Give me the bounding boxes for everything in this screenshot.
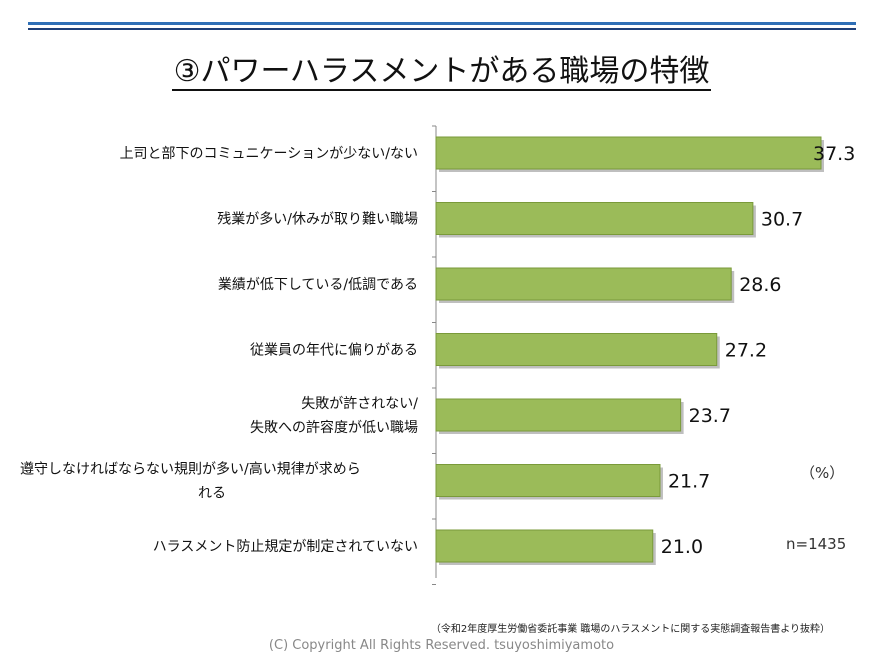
bar-value-label: 21.0 (661, 536, 703, 558)
header-rule-bottom (28, 28, 856, 30)
bar-value-label: 28.6 (739, 274, 781, 296)
bar-value-label: 30.7 (761, 209, 803, 231)
category-label: 失敗への許容度が低い職場 (250, 419, 418, 436)
bar-7 (435, 529, 654, 563)
bar-value-label: 23.7 (689, 405, 731, 427)
unit-label: （%） (800, 464, 845, 482)
bar-5 (435, 398, 682, 432)
header-rule-top (28, 22, 856, 25)
bar-1 (435, 136, 822, 170)
copyright-notice: (C) Copyright All Rights Reserved. tsuyo… (268, 638, 615, 653)
category-label: 残業が多い/休みが取り難い職場 (217, 211, 418, 228)
category-label: れる (198, 486, 226, 502)
page-title: ③パワーハラスメントがある職場の特徴 (171, 54, 712, 91)
bar-value-label: 37.3 (813, 143, 855, 165)
bar-2 (435, 202, 754, 235)
source-note: （令和2年度厚生労働省委託事業 職場のハラスメントに関する実態調査報告書より抜粋… (430, 624, 830, 635)
bar-chart: 37.3 上司と部下のコミュニケーションが少ない/ない 30.7 残業が多い/休みが取… (20, 125, 855, 585)
bar-3 (435, 267, 732, 301)
category-label: 業績が低下している/低調である (218, 277, 418, 293)
category-label: 従業員の年代に偏りがある (250, 343, 418, 359)
category-label: 遵守しなければならない規則が多い/高い規律が求めら (20, 461, 361, 478)
sample-size-label: n=1435 (786, 535, 847, 553)
category-label: ハラスメント防止規定が制定されていない (153, 539, 418, 555)
bar-6 (435, 464, 661, 497)
bar-value-label: 27.2 (725, 340, 767, 362)
bar-4 (435, 333, 718, 366)
category-label: 上司と部下のコミュニケーションが少ない/ない (120, 146, 418, 162)
bar-value-label: 21.7 (668, 471, 710, 493)
category-label: 失敗が許されない/ (301, 396, 418, 412)
